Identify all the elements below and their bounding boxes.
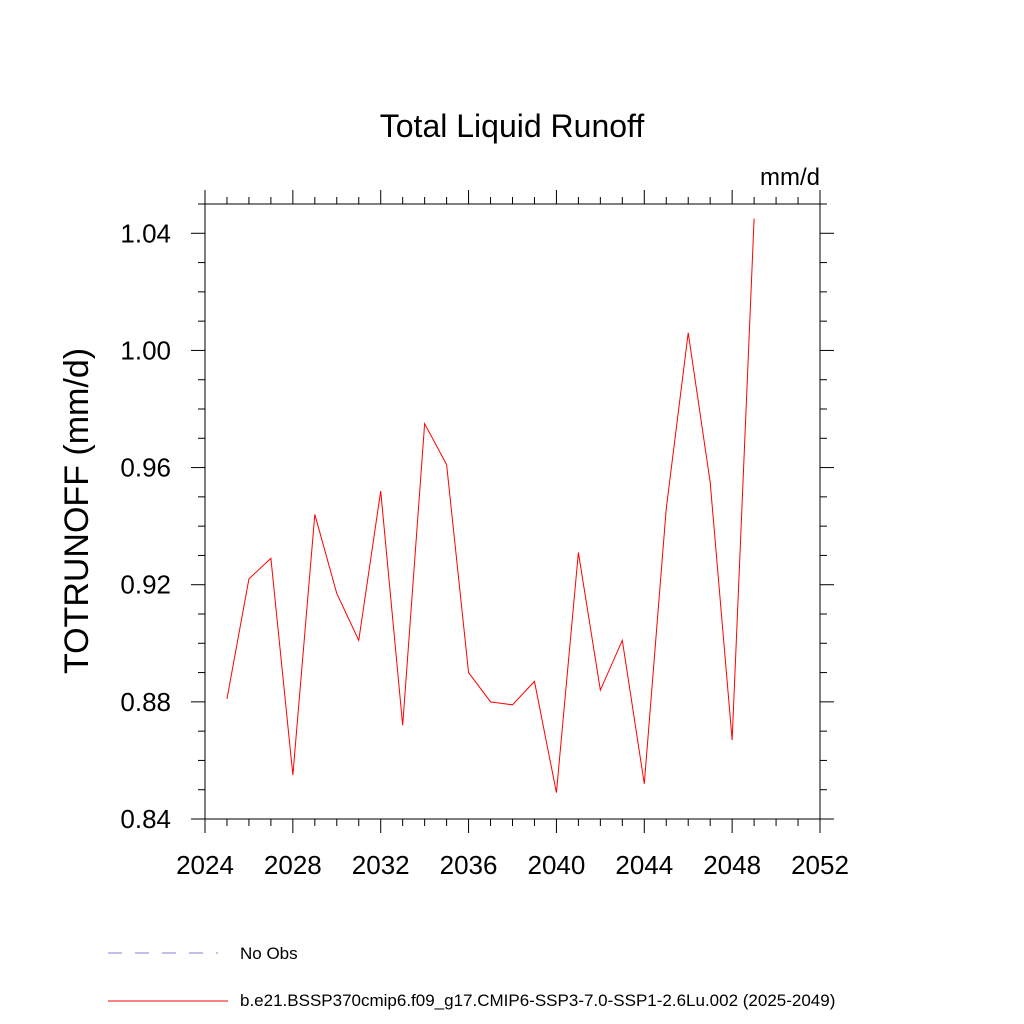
x-tick-label: 2052 — [791, 850, 849, 880]
y-tick-label: 0.96 — [120, 453, 171, 483]
series-line-0 — [226, 218, 755, 793]
x-tick-label: 2024 — [176, 850, 234, 880]
y-tick-label: 1.00 — [120, 335, 171, 365]
x-tick-label: 2040 — [528, 850, 586, 880]
x-tick-label: 2036 — [440, 850, 498, 880]
y-tick-label: 0.88 — [120, 687, 171, 717]
y-tick-label: 0.92 — [120, 570, 171, 600]
series-layer — [226, 218, 755, 793]
x-tick-label: 2044 — [615, 850, 673, 880]
legend: No Obs b.e21.BSSP370cmip6.f09_g17.CMIP6-… — [108, 944, 835, 1010]
y-axis-label: TOTRUNOFF (mm/d) — [58, 348, 96, 674]
y-tick-label: 0.84 — [120, 804, 171, 834]
y-axis-tick-labels: 0.84 0.88 0.92 0.96 1.00 1.04 — [120, 218, 171, 834]
units-label: mm/d — [760, 164, 820, 191]
y-tick-label: 1.04 — [120, 218, 171, 248]
legend-label-series: b.e21.BSSP370cmip6.f09_g17.CMIP6-SSP3-7.… — [240, 991, 835, 1010]
x-axis-ticks — [204, 190, 821, 833]
x-tick-label: 2032 — [352, 850, 410, 880]
y-axis-ticks — [191, 203, 834, 820]
legend-label-no-obs: No Obs — [240, 944, 298, 963]
x-tick-label: 2048 — [703, 850, 761, 880]
x-tick-label: 2028 — [264, 850, 322, 880]
x-axis-tick-labels: 2024 2028 2032 2036 2040 2044 2048 2052 — [176, 850, 849, 880]
chart-title: Total Liquid Runoff — [380, 108, 645, 144]
